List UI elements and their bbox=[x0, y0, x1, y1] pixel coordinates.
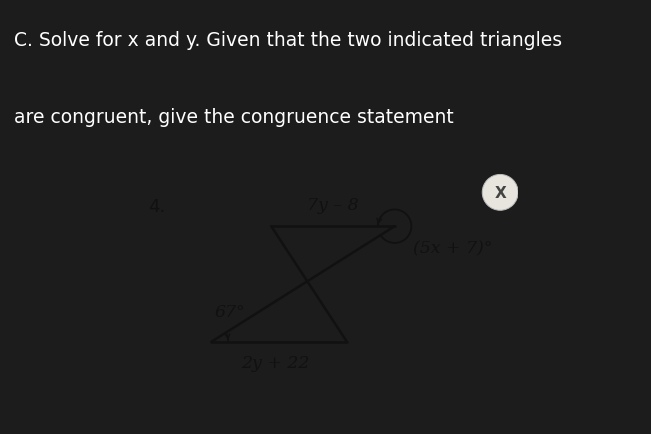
Text: 2y + 22: 2y + 22 bbox=[241, 355, 309, 372]
Text: (5x + 7)°: (5x + 7)° bbox=[413, 240, 492, 257]
Text: 67°: 67° bbox=[215, 303, 245, 320]
Text: C. Solve for x and y. Given that the two indicated triangles: C. Solve for x and y. Given that the two… bbox=[14, 31, 562, 50]
Text: 7y – 8: 7y – 8 bbox=[307, 197, 359, 214]
Text: are congruent, give the congruence statement: are congruent, give the congruence state… bbox=[14, 108, 454, 127]
Text: 4.: 4. bbox=[148, 198, 165, 216]
Circle shape bbox=[482, 175, 518, 211]
Text: X: X bbox=[494, 185, 506, 201]
